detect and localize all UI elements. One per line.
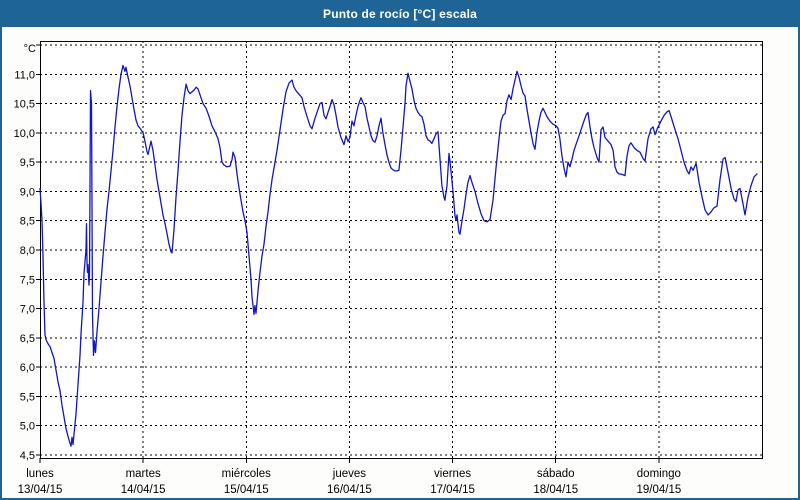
x-day-label: domingo bbox=[637, 468, 681, 480]
plot-frame bbox=[40, 41, 763, 459]
dewpoint-line bbox=[39, 64, 758, 447]
y-tick-label: 5,0 bbox=[20, 421, 35, 433]
x-day-label: miércoles bbox=[222, 468, 271, 480]
x-date-label: 17/04/15 bbox=[430, 484, 475, 496]
y-tick-label: 8,5 bbox=[20, 216, 35, 228]
y-tick-label: 7,0 bbox=[20, 304, 35, 316]
x-date-label: 18/04/15 bbox=[533, 484, 578, 496]
y-tick-label: 11,0 bbox=[14, 69, 35, 81]
x-date-label: 14/04/15 bbox=[121, 484, 166, 496]
y-axis-unit-label: °C bbox=[24, 43, 36, 55]
dewpoint-chart: 11,0 10,5 10,0 9,5 9,0 8,5 8,0 7,5 7,0 6,5 6,0 5,5 5… bbox=[14, 41, 763, 496]
y-tick-label: 7,5 bbox=[20, 274, 35, 286]
y-tick-label: 4,5 bbox=[20, 450, 35, 462]
x-date-label: 15/04/15 bbox=[224, 484, 269, 496]
x-date-label: 19/04/15 bbox=[636, 484, 681, 496]
y-tick-label: 10,5 bbox=[14, 99, 35, 111]
y-tick-label: 5,5 bbox=[20, 391, 35, 403]
y-tick-label: 9,5 bbox=[20, 157, 35, 169]
x-day-label: jueves bbox=[332, 468, 366, 480]
x-day-label: lunes bbox=[26, 468, 54, 480]
plot-wrap: 11,0 10,5 10,0 9,5 9,0 8,5 8,0 7,5 7,0 6,5 6,0 5,5 5… bbox=[2, 27, 798, 498]
y-tick-label: 8,0 bbox=[20, 245, 35, 257]
y-tick-label: 10,0 bbox=[14, 128, 35, 140]
window-title: Punto de rocío [°C] escala bbox=[2, 2, 798, 27]
y-tick-label: 6,0 bbox=[20, 362, 35, 374]
x-date-label: 13/04/15 bbox=[18, 484, 63, 496]
x-day-label: sábado bbox=[537, 468, 575, 480]
x-date-label: 16/04/15 bbox=[327, 484, 372, 496]
y-tick-label: 9,0 bbox=[20, 186, 35, 198]
x-day-label: martes bbox=[126, 468, 161, 480]
y-tick-label: 6,5 bbox=[20, 333, 35, 345]
x-day-label: viernes bbox=[434, 468, 471, 480]
